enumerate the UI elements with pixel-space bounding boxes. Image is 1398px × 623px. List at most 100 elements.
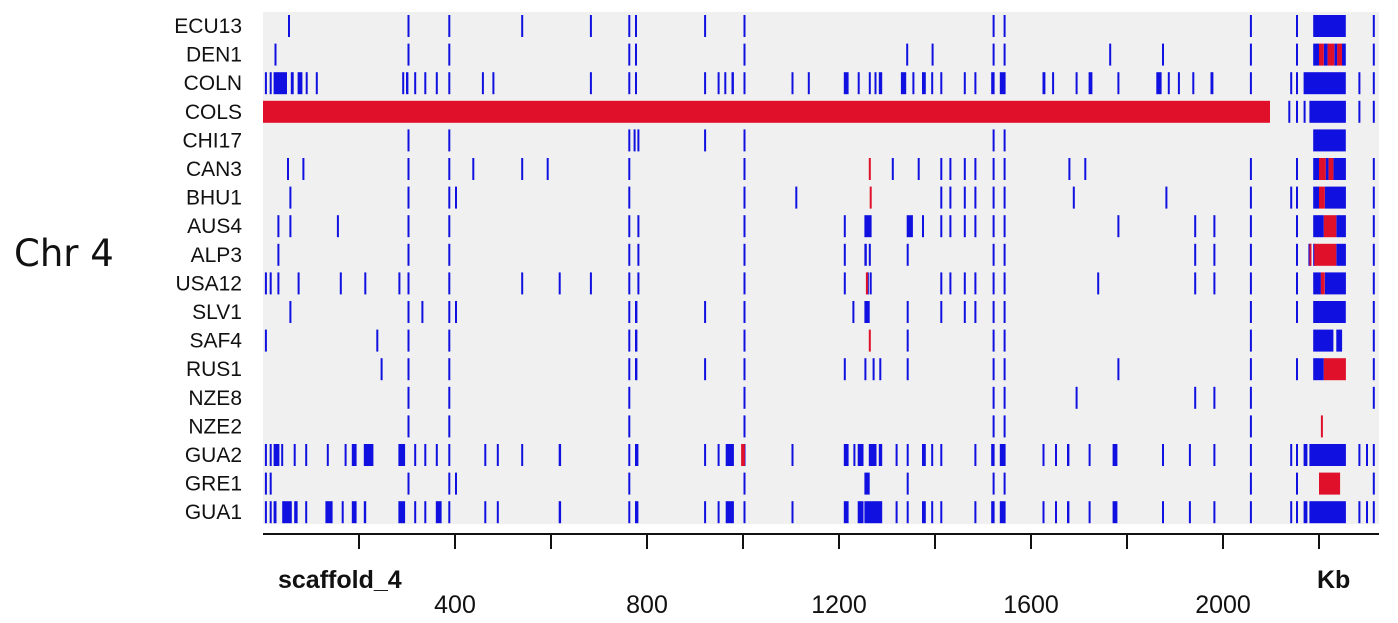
blue-segment <box>1156 72 1162 95</box>
blue-segment <box>287 158 289 180</box>
blue-segment <box>940 301 943 323</box>
blue-segment <box>992 329 995 352</box>
blue-segment <box>1313 272 1321 295</box>
blue-segment <box>546 158 549 180</box>
blue-segment <box>940 215 943 238</box>
blue-segment <box>521 272 524 295</box>
blue-segment <box>269 272 272 295</box>
blue-segment <box>496 501 499 524</box>
blue-segment <box>398 272 401 295</box>
blue-segment <box>414 501 417 524</box>
blue-segment <box>628 158 631 180</box>
blue-segment <box>868 243 871 266</box>
blue-segment <box>906 215 913 238</box>
blue-segment <box>864 501 883 524</box>
blue-segment <box>1055 501 1057 524</box>
blue-segment <box>351 444 357 466</box>
blue-segment <box>273 501 277 524</box>
blue-segment <box>1296 100 1298 123</box>
blue-segment <box>1296 301 1298 323</box>
blue-segment <box>1162 501 1164 524</box>
blue-segment <box>1296 72 1298 95</box>
blue-segment <box>743 129 746 152</box>
blue-segment <box>992 358 995 381</box>
blue-segment <box>1313 329 1334 352</box>
row-cols <box>263 100 1375 123</box>
blue-segment <box>1188 444 1191 466</box>
blue-segment <box>931 43 934 66</box>
blue-segment <box>637 129 640 152</box>
blue-segment <box>1003 415 1006 438</box>
blue-segment <box>628 272 631 295</box>
blue-segment <box>448 472 451 495</box>
blue-segment <box>448 501 451 524</box>
blue-segment <box>628 301 631 323</box>
blue-segment <box>963 72 966 95</box>
blue-segment <box>743 243 746 266</box>
blue-segment <box>628 15 631 37</box>
blue-segment <box>795 186 798 209</box>
blue-segment <box>906 444 909 466</box>
blue-segment <box>398 444 406 466</box>
blue-segment <box>1333 158 1346 180</box>
blue-segment <box>1249 72 1252 95</box>
row-den1 <box>274 43 1375 66</box>
blue-segment <box>628 329 631 352</box>
blue-segment <box>1117 72 1120 95</box>
blue-segment <box>1213 215 1216 238</box>
blue-segment <box>900 72 907 95</box>
blue-segment <box>325 501 333 524</box>
sample-label: SAF4 <box>189 330 242 353</box>
blue-segment <box>277 243 280 266</box>
blue-segment <box>879 358 882 381</box>
blue-segment <box>991 72 995 95</box>
blue-segment <box>1342 43 1346 66</box>
plot-background <box>263 12 1379 524</box>
blue-segment <box>1177 72 1180 95</box>
blue-segment <box>1372 215 1375 238</box>
blue-segment <box>1042 72 1046 95</box>
blue-segment <box>288 15 290 37</box>
blue-segment <box>1358 501 1361 524</box>
sample-label: RUS1 <box>186 358 242 381</box>
red-segment <box>865 272 868 295</box>
blue-segment <box>455 301 457 323</box>
blue-segment <box>704 444 707 466</box>
blue-segment <box>414 444 417 466</box>
blue-segment <box>1088 72 1093 95</box>
blue-segment <box>1303 444 1308 466</box>
blue-segment <box>521 444 524 466</box>
blue-segment <box>857 72 860 95</box>
blue-segment <box>1372 472 1375 495</box>
blue-segment <box>635 15 637 37</box>
blue-segment <box>628 72 631 95</box>
row-ecu13 <box>288 15 1375 37</box>
blue-segment <box>992 129 995 152</box>
x-axis-unit: Kb <box>1317 566 1350 594</box>
blue-segment <box>743 386 746 409</box>
blue-segment <box>407 272 410 295</box>
blue-segment <box>922 501 926 524</box>
blue-segment <box>635 329 638 352</box>
blue-segment <box>1117 215 1120 238</box>
red-segment <box>1319 43 1324 66</box>
blue-segment <box>407 472 410 495</box>
row-nze8 <box>407 386 1375 409</box>
row-rus1 <box>380 358 1375 381</box>
blue-segment <box>289 215 292 238</box>
row-gua1 <box>264 501 1375 524</box>
blue-segment <box>407 243 410 266</box>
blue-segment <box>1313 129 1346 152</box>
blue-segment <box>843 444 849 466</box>
blue-segment <box>1088 444 1091 466</box>
blue-segment <box>895 501 898 524</box>
blue-segment <box>264 444 267 466</box>
blue-segment <box>1296 15 1298 37</box>
blue-segment <box>1213 243 1216 266</box>
blue-segment <box>963 301 966 323</box>
blue-segment <box>878 72 883 95</box>
blue-segment <box>628 186 631 209</box>
blue-segment <box>864 301 870 323</box>
blue-segment <box>448 186 451 209</box>
blue-segment <box>725 501 734 524</box>
